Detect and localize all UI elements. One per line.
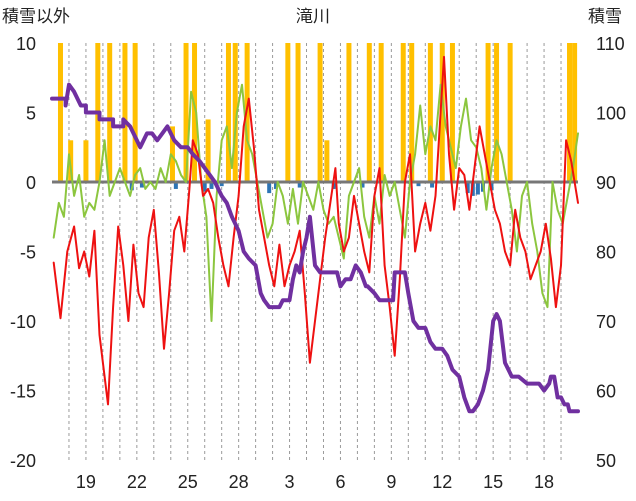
snow-change-bar: [430, 182, 435, 188]
right-tick-label: 80: [596, 243, 616, 263]
precip-bar: [169, 126, 175, 182]
precip-bar: [366, 43, 372, 182]
left-tick-label: -20: [10, 451, 36, 471]
precip-bar: [324, 140, 330, 182]
snow-change-bar: [209, 182, 214, 189]
right-tick-label: 50: [596, 451, 616, 471]
right-tick-label: 70: [596, 312, 616, 332]
snow-change-bar: [173, 182, 178, 189]
x-tick-label: 25: [178, 472, 198, 492]
precip-bar: [346, 43, 352, 182]
snow-change-bar: [297, 182, 302, 188]
snow-change-bar: [219, 182, 224, 187]
x-tick-label: 28: [229, 472, 249, 492]
precip-bar: [183, 43, 189, 182]
precip-bar: [507, 43, 513, 182]
x-tick-label: 22: [127, 472, 147, 492]
left-tick-label: -15: [10, 382, 36, 402]
precip-bar: [192, 43, 198, 182]
min-temp-line: [52, 83, 579, 322]
x-tick-label: 6: [335, 472, 345, 492]
snow-change-bar: [139, 182, 144, 188]
precip-bar: [572, 43, 578, 182]
left-tick-label: 5: [26, 104, 36, 124]
right-tick-label: 100: [596, 104, 626, 124]
snow-change-bar: [475, 182, 480, 195]
precip-bar: [225, 43, 231, 182]
left-tick-label: -10: [10, 312, 36, 332]
precip-bar: [232, 43, 238, 182]
x-tick-label: 3: [285, 472, 295, 492]
precip-bar: [205, 119, 211, 182]
precip-bar: [57, 43, 63, 182]
precip-bar: [409, 43, 415, 182]
precip-bar: [427, 43, 433, 182]
precip-bar: [439, 43, 445, 182]
snow-change-bar: [416, 182, 421, 187]
precip-bar: [378, 43, 384, 182]
precip-bar: [295, 43, 301, 182]
snow-change-bar: [202, 182, 207, 192]
x-tick-label: 19: [76, 472, 96, 492]
precip-bar: [449, 43, 455, 182]
left-tick-label: 10: [16, 34, 36, 54]
right-tick-label: 90: [596, 173, 616, 193]
x-tick-label: 12: [432, 472, 452, 492]
snow-depth-line: [50, 82, 580, 414]
left-tick-label: -5: [20, 243, 36, 263]
chart-title: 滝川: [296, 7, 330, 26]
precip-bar: [317, 43, 323, 182]
x-tick-label: 9: [386, 472, 396, 492]
precip-bar: [83, 140, 89, 182]
precip-bar: [567, 43, 573, 182]
snow-change-bar: [465, 182, 470, 194]
right-axis-title: 積雪: [588, 7, 622, 26]
right-tick-label: 60: [596, 382, 616, 402]
precip-bar: [400, 43, 406, 182]
x-tick-label: 18: [534, 472, 554, 492]
precip-bar: [132, 43, 138, 182]
snow-change-bar: [267, 182, 272, 194]
left-tick-label: 0: [26, 173, 36, 193]
right-tick-label: 110: [596, 34, 625, 54]
max-temp-line: [52, 55, 579, 406]
snow-change-bar: [360, 182, 365, 188]
precip-bar: [485, 43, 491, 182]
x-tick-label: 15: [483, 472, 503, 492]
left-axis-title: 積雪以外: [2, 7, 70, 26]
series-lines: [50, 55, 580, 414]
precip-bar: [122, 43, 128, 182]
precip-bar: [285, 43, 291, 182]
precip-bar: [107, 43, 113, 182]
precip-bar: [494, 43, 500, 182]
snow-change-bar: [273, 182, 278, 189]
